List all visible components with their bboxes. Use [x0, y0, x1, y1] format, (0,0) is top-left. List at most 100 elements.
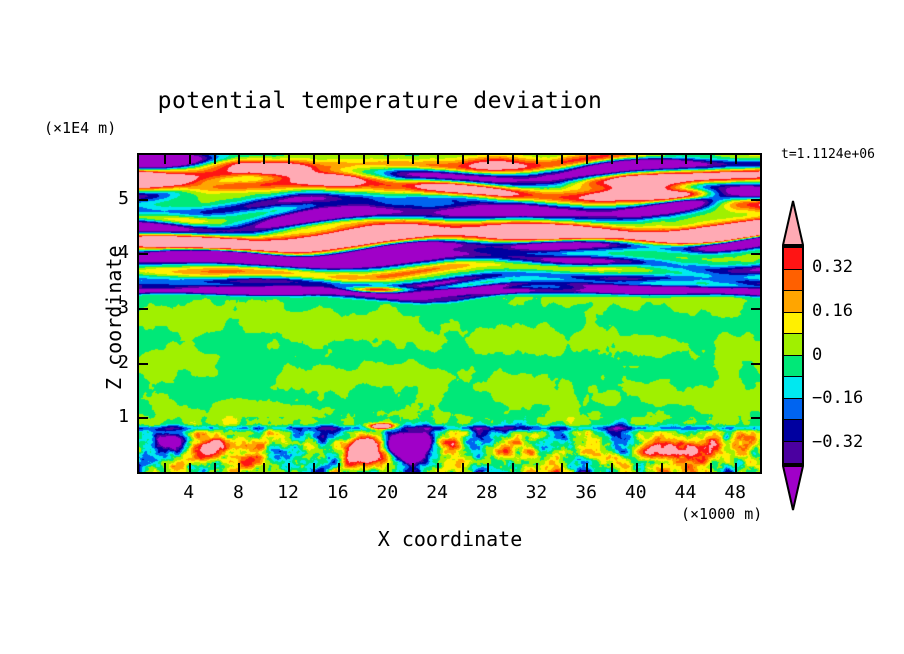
x-tick-bottom	[610, 463, 613, 472]
x-tick-top	[412, 155, 415, 164]
colorbar-band	[784, 420, 802, 442]
x-tick-top	[238, 155, 241, 164]
y-tick-left	[139, 198, 148, 201]
x-tick-top	[561, 155, 564, 164]
y-tick-right	[751, 198, 760, 201]
colorbar-tick-label: 0.32	[812, 256, 853, 277]
x-tick-bottom	[461, 463, 464, 472]
x-tick-top	[437, 155, 440, 164]
y-tick-label: 4	[118, 242, 129, 264]
y-tick-right	[751, 308, 760, 311]
x-tick-top	[511, 155, 514, 164]
x-tick-bottom	[710, 463, 713, 472]
colorbar-band	[784, 377, 802, 399]
x-tick-bottom	[362, 463, 365, 472]
x-tick-label: 16	[326, 482, 349, 503]
x-tick-top	[312, 155, 315, 164]
y-tick-label: 5	[118, 187, 129, 209]
x-axis-label: X coordinate	[377, 527, 523, 551]
chart-title: potential temperature deviation	[157, 88, 603, 114]
y-tick-left	[139, 253, 148, 256]
colorbar-band	[784, 248, 802, 270]
x-tick-top	[362, 155, 365, 164]
y-tick-label: 1	[118, 406, 129, 428]
x-tick-bottom	[163, 463, 166, 472]
x-tick-bottom	[735, 463, 738, 472]
x-tick-label: 12	[277, 482, 299, 503]
x-tick-label: 28	[475, 482, 498, 503]
x-tick-top	[163, 155, 166, 164]
x-tick-top	[635, 155, 638, 164]
y-axis-label: Z coordinate	[102, 245, 126, 391]
x-tick-label: 4	[183, 482, 195, 503]
x-tick-top	[710, 155, 713, 164]
x-tick-label: 48	[724, 482, 746, 503]
x-tick-label: 40	[624, 482, 647, 503]
x-tick-bottom	[561, 463, 564, 472]
y-tick-right	[751, 253, 760, 256]
x-axis-unit-label: (×1000 m)	[681, 505, 763, 523]
colorbar-tick-label: 0.16	[812, 300, 853, 321]
y-tick-left	[139, 362, 148, 365]
x-tick-bottom	[288, 463, 291, 472]
x-tick-bottom	[387, 463, 390, 472]
x-tick-bottom	[213, 463, 216, 472]
y-tick-right	[751, 362, 760, 365]
colorbar-tick-label: −0.32	[812, 432, 864, 453]
x-tick-bottom	[412, 463, 415, 472]
x-tick-top	[586, 155, 589, 164]
x-tick-bottom	[660, 463, 663, 472]
x-tick-top	[536, 155, 539, 164]
x-tick-label: 32	[525, 482, 548, 503]
colorbar-band	[784, 334, 802, 356]
x-tick-bottom	[263, 463, 266, 472]
colorbar-under-arrow-icon	[782, 465, 804, 511]
x-tick-top	[188, 155, 191, 164]
x-tick-top	[660, 155, 663, 164]
y-axis-unit-label: (×1E4 m)	[44, 119, 117, 137]
y-tick-label: 3	[118, 297, 129, 319]
x-tick-top	[610, 155, 613, 164]
x-tick-top	[263, 155, 266, 164]
x-tick-label: 8	[232, 482, 244, 503]
x-tick-bottom	[437, 463, 440, 472]
y-tick-label: 2	[118, 351, 129, 373]
y-tick-left	[139, 417, 148, 420]
heatmap-plot-area	[137, 153, 762, 474]
colorbar-over-arrow-icon	[782, 200, 804, 246]
y-axis-label-wrap: Z coordinate	[82, 240, 126, 400]
x-tick-top	[461, 155, 464, 164]
x-tick-top	[213, 155, 216, 164]
colorbar-tick-label: 0	[812, 344, 823, 365]
x-tick-top	[288, 155, 291, 164]
x-tick-bottom	[586, 463, 589, 472]
x-tick-label: 20	[376, 482, 399, 503]
timestamp-annotation: t=1.1124e+06	[781, 147, 875, 162]
x-tick-bottom	[188, 463, 191, 472]
x-tick-bottom	[536, 463, 539, 472]
x-tick-bottom	[486, 463, 489, 472]
x-tick-bottom	[337, 463, 340, 472]
colorbar-band	[784, 398, 802, 420]
x-tick-top	[337, 155, 340, 164]
x-tick-top	[685, 155, 688, 164]
x-tick-label: 24	[426, 482, 448, 503]
y-tick-right	[751, 417, 760, 420]
x-tick-bottom	[312, 463, 315, 472]
colorbar-band	[784, 355, 802, 377]
x-tick-bottom	[238, 463, 241, 472]
colorbar-tick-label: −0.16	[812, 388, 864, 409]
x-tick-bottom	[635, 463, 638, 472]
colorbar	[782, 246, 804, 465]
x-tick-top	[735, 155, 738, 164]
x-tick-bottom	[511, 463, 514, 472]
y-tick-left	[139, 308, 148, 311]
colorbar-band	[784, 441, 802, 463]
heatmap-field	[139, 155, 760, 472]
x-tick-bottom	[685, 463, 688, 472]
colorbar-band	[784, 291, 802, 313]
colorbar-band	[784, 312, 802, 334]
x-tick-label: 44	[674, 482, 697, 503]
x-tick-top	[486, 155, 489, 164]
